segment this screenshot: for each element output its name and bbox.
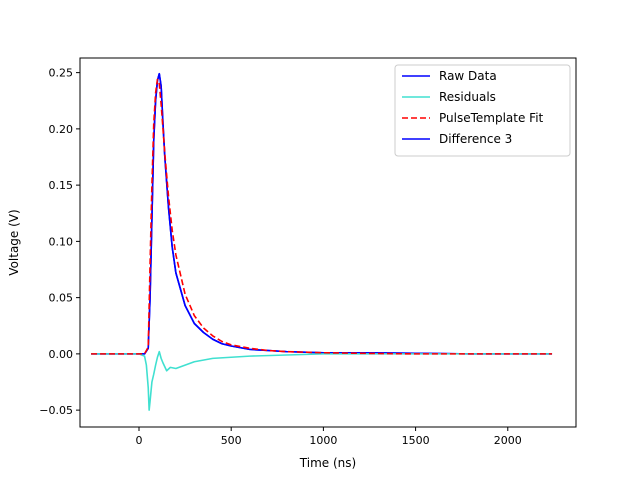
- x-tick-label: 500: [221, 434, 242, 447]
- legend: Raw Data Residuals PulseTemplate Fit Differ…: [394, 64, 571, 157]
- y-tick-label: 0.25: [49, 67, 74, 80]
- x-tick-label: 1000: [309, 434, 337, 447]
- series-line-residuals: [91, 350, 553, 411]
- legend-box: [394, 64, 571, 157]
- y-tick-label: 0.00: [49, 348, 74, 361]
- y-tick-label: 0.05: [49, 292, 74, 305]
- legend-label: Raw Data: [439, 69, 497, 83]
- legend-label: Residuals: [439, 90, 496, 104]
- x-tick-label: 1500: [402, 434, 430, 447]
- x-axis-label: Time (ns): [299, 456, 356, 470]
- y-tick-label: 0.20: [49, 123, 74, 136]
- x-tick-label: 2000: [494, 434, 522, 447]
- y-tick-label: 0.15: [49, 179, 74, 192]
- legend-label: Difference 3: [439, 132, 512, 146]
- plot-area: [91, 72, 553, 411]
- series-line-pulsetemplate-fit: [91, 78, 553, 355]
- legend-label: PulseTemplate Fit: [439, 111, 544, 125]
- y-axis-ticks: −0.05 0.00 0.05 0.10 0.15 0.20 0.25: [39, 67, 80, 417]
- y-axis-label: Voltage (V): [7, 209, 21, 275]
- y-tick-label: −0.05: [39, 404, 73, 417]
- x-tick-label: 0: [136, 434, 143, 447]
- axes-frame: [79, 57, 577, 428]
- y-tick-label: 0.10: [49, 235, 74, 248]
- x-axis-ticks: 0 500 1000 1500 2000: [136, 427, 522, 447]
